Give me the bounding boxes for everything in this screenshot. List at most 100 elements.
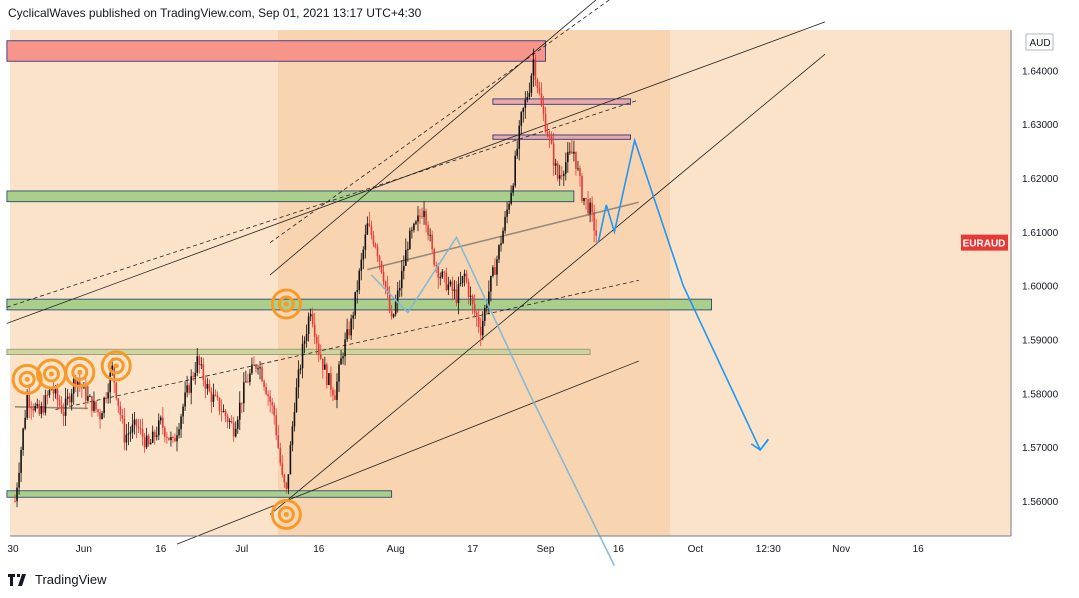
candle-body [115,382,118,399]
candle-body [403,265,405,271]
candle-body [166,436,168,438]
cycle-marker-3 [100,350,132,382]
candle-body [293,411,296,427]
candle-body [145,435,148,448]
candle-body [245,381,247,383]
candle-body [97,409,99,413]
candle-body [289,444,292,475]
candle-body [70,393,73,403]
candle-body [579,168,581,176]
candle-body [548,136,551,138]
candle-body [269,396,271,403]
candle-body [149,442,152,445]
candle-body [481,320,484,336]
cycle-marker-inner-2 [71,363,89,381]
candle-body [322,358,324,370]
candle-body [307,316,310,335]
candle-body [520,112,523,126]
candle-body [164,427,166,437]
candle-body [202,364,205,380]
symbol-label: EURAUD [963,239,1006,250]
candle-body [111,365,113,373]
candle-body [415,221,417,224]
trendline-5 [269,0,610,243]
candle-body [301,343,304,369]
candle-body [178,429,180,436]
candle-body [593,211,595,231]
candle-body [48,389,51,396]
candle-body [190,376,192,393]
y-tick-label: 1.60000 [1022,282,1059,293]
candle-body [463,273,466,277]
candle-body [390,311,393,317]
candle-body [133,419,136,425]
candle-body [546,131,549,137]
candle-body [101,413,103,420]
x-tick-label: 16 [613,544,625,555]
candle-body [291,426,294,445]
candle-body [192,376,194,378]
candle-body [386,286,389,294]
cycle-marker-dot-2 [77,369,83,375]
candle-body [465,273,468,282]
candle-body [575,151,577,169]
candle-body [536,79,539,88]
candle-body [435,264,437,266]
candle-body [471,295,474,305]
candle-body [40,405,43,415]
cycle-marker-inner-1 [42,365,60,383]
candle-body [362,249,365,260]
candle-body [494,267,496,275]
candle-body [267,394,269,397]
tradingview-footer[interactable]: TradingView [8,572,107,587]
candle-body [119,405,122,415]
candle-body [60,404,63,413]
candle-body [382,272,385,282]
candle-body [155,435,158,437]
zone-support_light-5 [6,348,591,355]
trendline-3 [176,360,639,545]
candle-body [350,318,352,336]
x-tick-label: Nov [832,544,850,555]
zone-support-4 [6,298,713,311]
candle-body [30,406,32,409]
candle-body [469,295,472,297]
trendline-2 [269,53,826,515]
candle-body [530,75,533,93]
candle-body [131,424,134,433]
candle-body [204,379,207,389]
candle-body [206,384,209,389]
candle-body [174,438,176,442]
candle-body [429,234,431,236]
x-tick-label: 30 [7,544,19,555]
candle-body [241,402,243,404]
candle-body [510,192,512,204]
candle-body [105,397,107,399]
zone-support-6 [6,490,393,498]
candle-body [216,395,219,398]
cycle-marker-inner-4 [277,295,295,313]
candle-body [441,271,444,278]
candle-body [439,277,442,279]
candle-body [139,428,142,430]
candle-body [380,261,383,273]
secondary-projection-path [370,235,616,566]
candle-body [392,314,395,317]
candle-body [396,290,399,303]
candle-body [160,417,162,421]
candle-body [281,463,284,475]
x-tick-label: Jul [235,544,248,555]
candle-body [328,373,330,385]
candle-body [567,152,569,163]
candle-body [358,270,361,291]
candle-body [500,243,502,246]
candle-body [455,289,458,303]
candle-body [56,388,59,401]
candle-body [433,249,435,265]
candle-body [569,151,571,153]
candle-body [238,402,241,420]
x-tick-label: 17 [467,544,479,555]
candle-body [275,415,278,435]
candle-body [303,340,306,344]
